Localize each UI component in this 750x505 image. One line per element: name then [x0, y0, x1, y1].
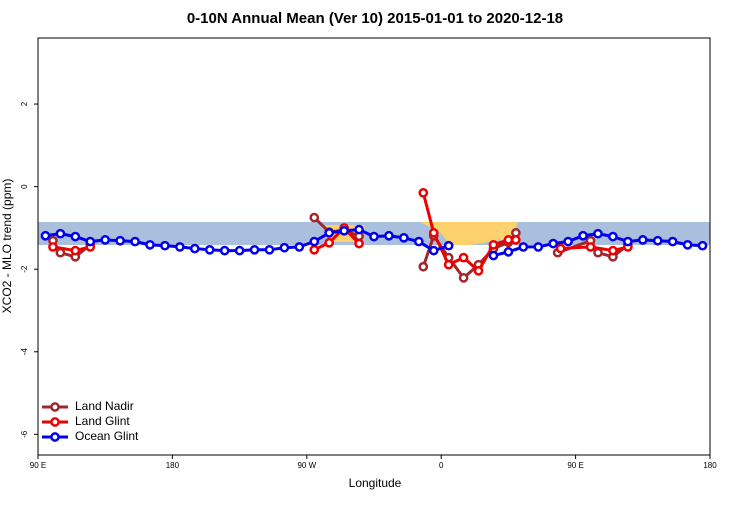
- data-point: [204, 244, 215, 255]
- legend-label: Land Glint: [75, 414, 130, 428]
- data-point: [189, 243, 200, 254]
- data-point: [369, 231, 379, 242]
- data-point: [294, 242, 305, 252]
- data-point: [458, 252, 469, 263]
- legend-marker: [50, 417, 60, 427]
- data-point: [55, 228, 66, 239]
- data-point: [264, 244, 275, 255]
- data-point: [578, 230, 588, 241]
- x-tick-label: 90 E: [567, 461, 583, 470]
- data-point: [473, 266, 484, 276]
- data-point: [585, 242, 596, 252]
- data-point: [130, 236, 140, 247]
- data-point: [354, 238, 364, 249]
- legend-marker: [50, 402, 60, 412]
- y-tick-label: -6: [20, 430, 29, 438]
- data-point: [503, 235, 514, 245]
- data-point: [548, 238, 559, 249]
- data-point: [309, 212, 320, 223]
- data-point: [443, 259, 454, 270]
- data-point: [145, 239, 155, 250]
- data-point: [637, 235, 648, 245]
- legend-marker: [50, 432, 60, 442]
- data-point: [458, 273, 469, 283]
- data-point: [503, 247, 514, 257]
- data-point: [608, 231, 618, 242]
- y-tick-label: -2: [20, 265, 29, 273]
- data-point: [623, 236, 633, 247]
- land-patch: [420, 222, 518, 245]
- data-point: [324, 228, 335, 238]
- data-point: [85, 236, 96, 247]
- data-point: [354, 224, 364, 235]
- data-point: [593, 228, 603, 239]
- x-tick-label: 90 E: [30, 461, 46, 470]
- x-tick-label: 180: [166, 461, 180, 470]
- data-point: [418, 261, 429, 272]
- x-tick-label: 90 W: [297, 461, 316, 470]
- data-point: [488, 250, 499, 261]
- data-point: [488, 239, 499, 250]
- y-tick-label: 2: [20, 101, 29, 106]
- y-tick-label: -4: [20, 348, 29, 356]
- data-point: [384, 230, 394, 241]
- data-point: [309, 244, 320, 255]
- data-point: [443, 240, 454, 251]
- data-point: [555, 243, 566, 254]
- data-point: [115, 235, 125, 246]
- plot-frame: [37, 37, 711, 456]
- data-point: [175, 242, 185, 252]
- data-point: [399, 232, 409, 243]
- data-point: [48, 242, 58, 252]
- data-point: [55, 247, 66, 258]
- data-point: [428, 245, 439, 256]
- data-point: [511, 235, 521, 245]
- data-point: [160, 240, 170, 251]
- chart-title: 0-10N Annual Mean (Ver 10) 2015-01-01 to…: [187, 10, 563, 27]
- data-point: [100, 235, 111, 245]
- x-axis-label: Longitude: [349, 476, 402, 490]
- y-axis-label: XCO2 - MLO trend (ppm): [0, 179, 14, 314]
- data-point: [563, 236, 573, 247]
- data-point: [309, 236, 320, 247]
- x-tick-label: 0: [439, 461, 444, 470]
- data-point: [339, 225, 349, 236]
- legend-label: Ocean Glint: [75, 429, 139, 443]
- data-point: [667, 236, 678, 247]
- data-point: [518, 242, 529, 252]
- data-point: [697, 240, 708, 251]
- data-point: [608, 245, 618, 256]
- data-point: [40, 230, 51, 241]
- data-point: [593, 247, 603, 258]
- data-point: [418, 187, 429, 198]
- data-point: [70, 245, 81, 256]
- data-point: [234, 245, 245, 256]
- data-point: [279, 242, 290, 253]
- x-tick-label: 180: [703, 461, 717, 470]
- data-point: [652, 235, 663, 246]
- legend-label: Land Nadir: [75, 399, 134, 413]
- data-point: [413, 236, 424, 247]
- data-point: [428, 228, 439, 238]
- data-point: [219, 245, 230, 256]
- data-point: [533, 242, 544, 252]
- data-point: [324, 237, 335, 248]
- data-point: [249, 244, 260, 255]
- y-tick-label: 0: [20, 184, 29, 189]
- data-point: [682, 239, 693, 250]
- data-point: [70, 231, 81, 242]
